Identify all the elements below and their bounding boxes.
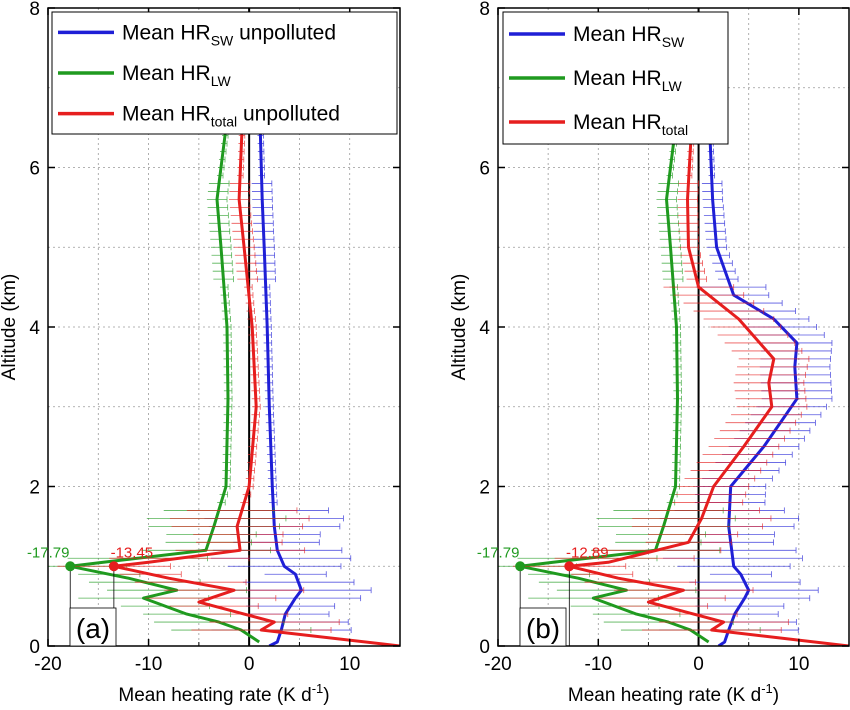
x-tick-label: -10	[585, 654, 612, 675]
x-axis-label: Mean heating rate (K d-1)	[118, 681, 329, 706]
annotation-label: -17.79	[27, 544, 70, 561]
annotation-label: -17.79	[477, 544, 520, 561]
chart-panel-b: -20 -10 0 10 0 2 4 6 8 Mean heating rate (K d-1) A…	[449, 0, 850, 706]
x-tick-label: -20	[484, 654, 511, 675]
x-tick-label: 10	[788, 654, 809, 675]
panel-label-box	[69, 607, 117, 647]
y-tick-label: 4	[479, 318, 490, 339]
x-tick-label: 0	[244, 654, 255, 675]
y-tick-label: 8	[29, 0, 40, 20]
annotation-marker	[108, 561, 119, 572]
y-tick-label: 4	[29, 318, 40, 339]
annotation-marker	[515, 561, 526, 572]
y-tick-label: 6	[29, 159, 40, 180]
panel-label-box	[519, 607, 567, 647]
series-line-total	[112, 11, 400, 646]
legend-label-sw: Mean HRSW	[573, 23, 685, 50]
y-tick-label: 0	[479, 637, 490, 658]
annotation-marker	[65, 561, 76, 572]
annotation-marker	[564, 561, 575, 572]
legend-label-total: Mean HRtotal unpolluted	[122, 103, 340, 130]
x-tick-label: 10	[339, 654, 360, 675]
y-tick-label: 2	[479, 478, 490, 499]
panel-label: (a)	[76, 613, 110, 644]
x-axis-label: Mean heating rate (K d-1)	[568, 681, 779, 706]
legend-label-total: Mean HRtotal	[573, 111, 688, 138]
legend-label-lw: Mean HRLW	[573, 67, 682, 94]
y-tick-label: 8	[479, 0, 490, 20]
y-axis-label: Altitude (km)	[0, 274, 20, 381]
chart-panel-a: -20 -10 0 10 0 2 4 6 8 Mean heating rate (K d-1) A…	[0, 0, 401, 706]
x-tick-label: -10	[135, 654, 162, 675]
legend: Mean HRSW Mean HRLW Mean HRtotal	[502, 11, 729, 145]
series-line-total	[567, 11, 849, 646]
annotation-label: -12.89	[566, 544, 609, 561]
y-tick-label: 0	[29, 637, 40, 658]
legend: Mean HRSW unpolluted Mean HRLW Mean HRtota…	[51, 11, 398, 135]
series-line-sw	[253, 11, 303, 646]
y-tick-label: 2	[29, 478, 40, 499]
legend-label-sw: Mean HRSW unpolluted	[122, 21, 336, 48]
legend-label-lw: Mean HRLW	[122, 62, 231, 89]
y-tick-label: 6	[479, 159, 490, 180]
x-tick-label: -20	[34, 654, 61, 675]
series-line-sw	[703, 11, 799, 646]
y-axis-label: Altitude (km)	[449, 274, 470, 381]
annotation-label: -13.45	[111, 544, 154, 561]
panel-label: (b)	[526, 613, 560, 644]
x-tick-label: 0	[693, 654, 704, 675]
